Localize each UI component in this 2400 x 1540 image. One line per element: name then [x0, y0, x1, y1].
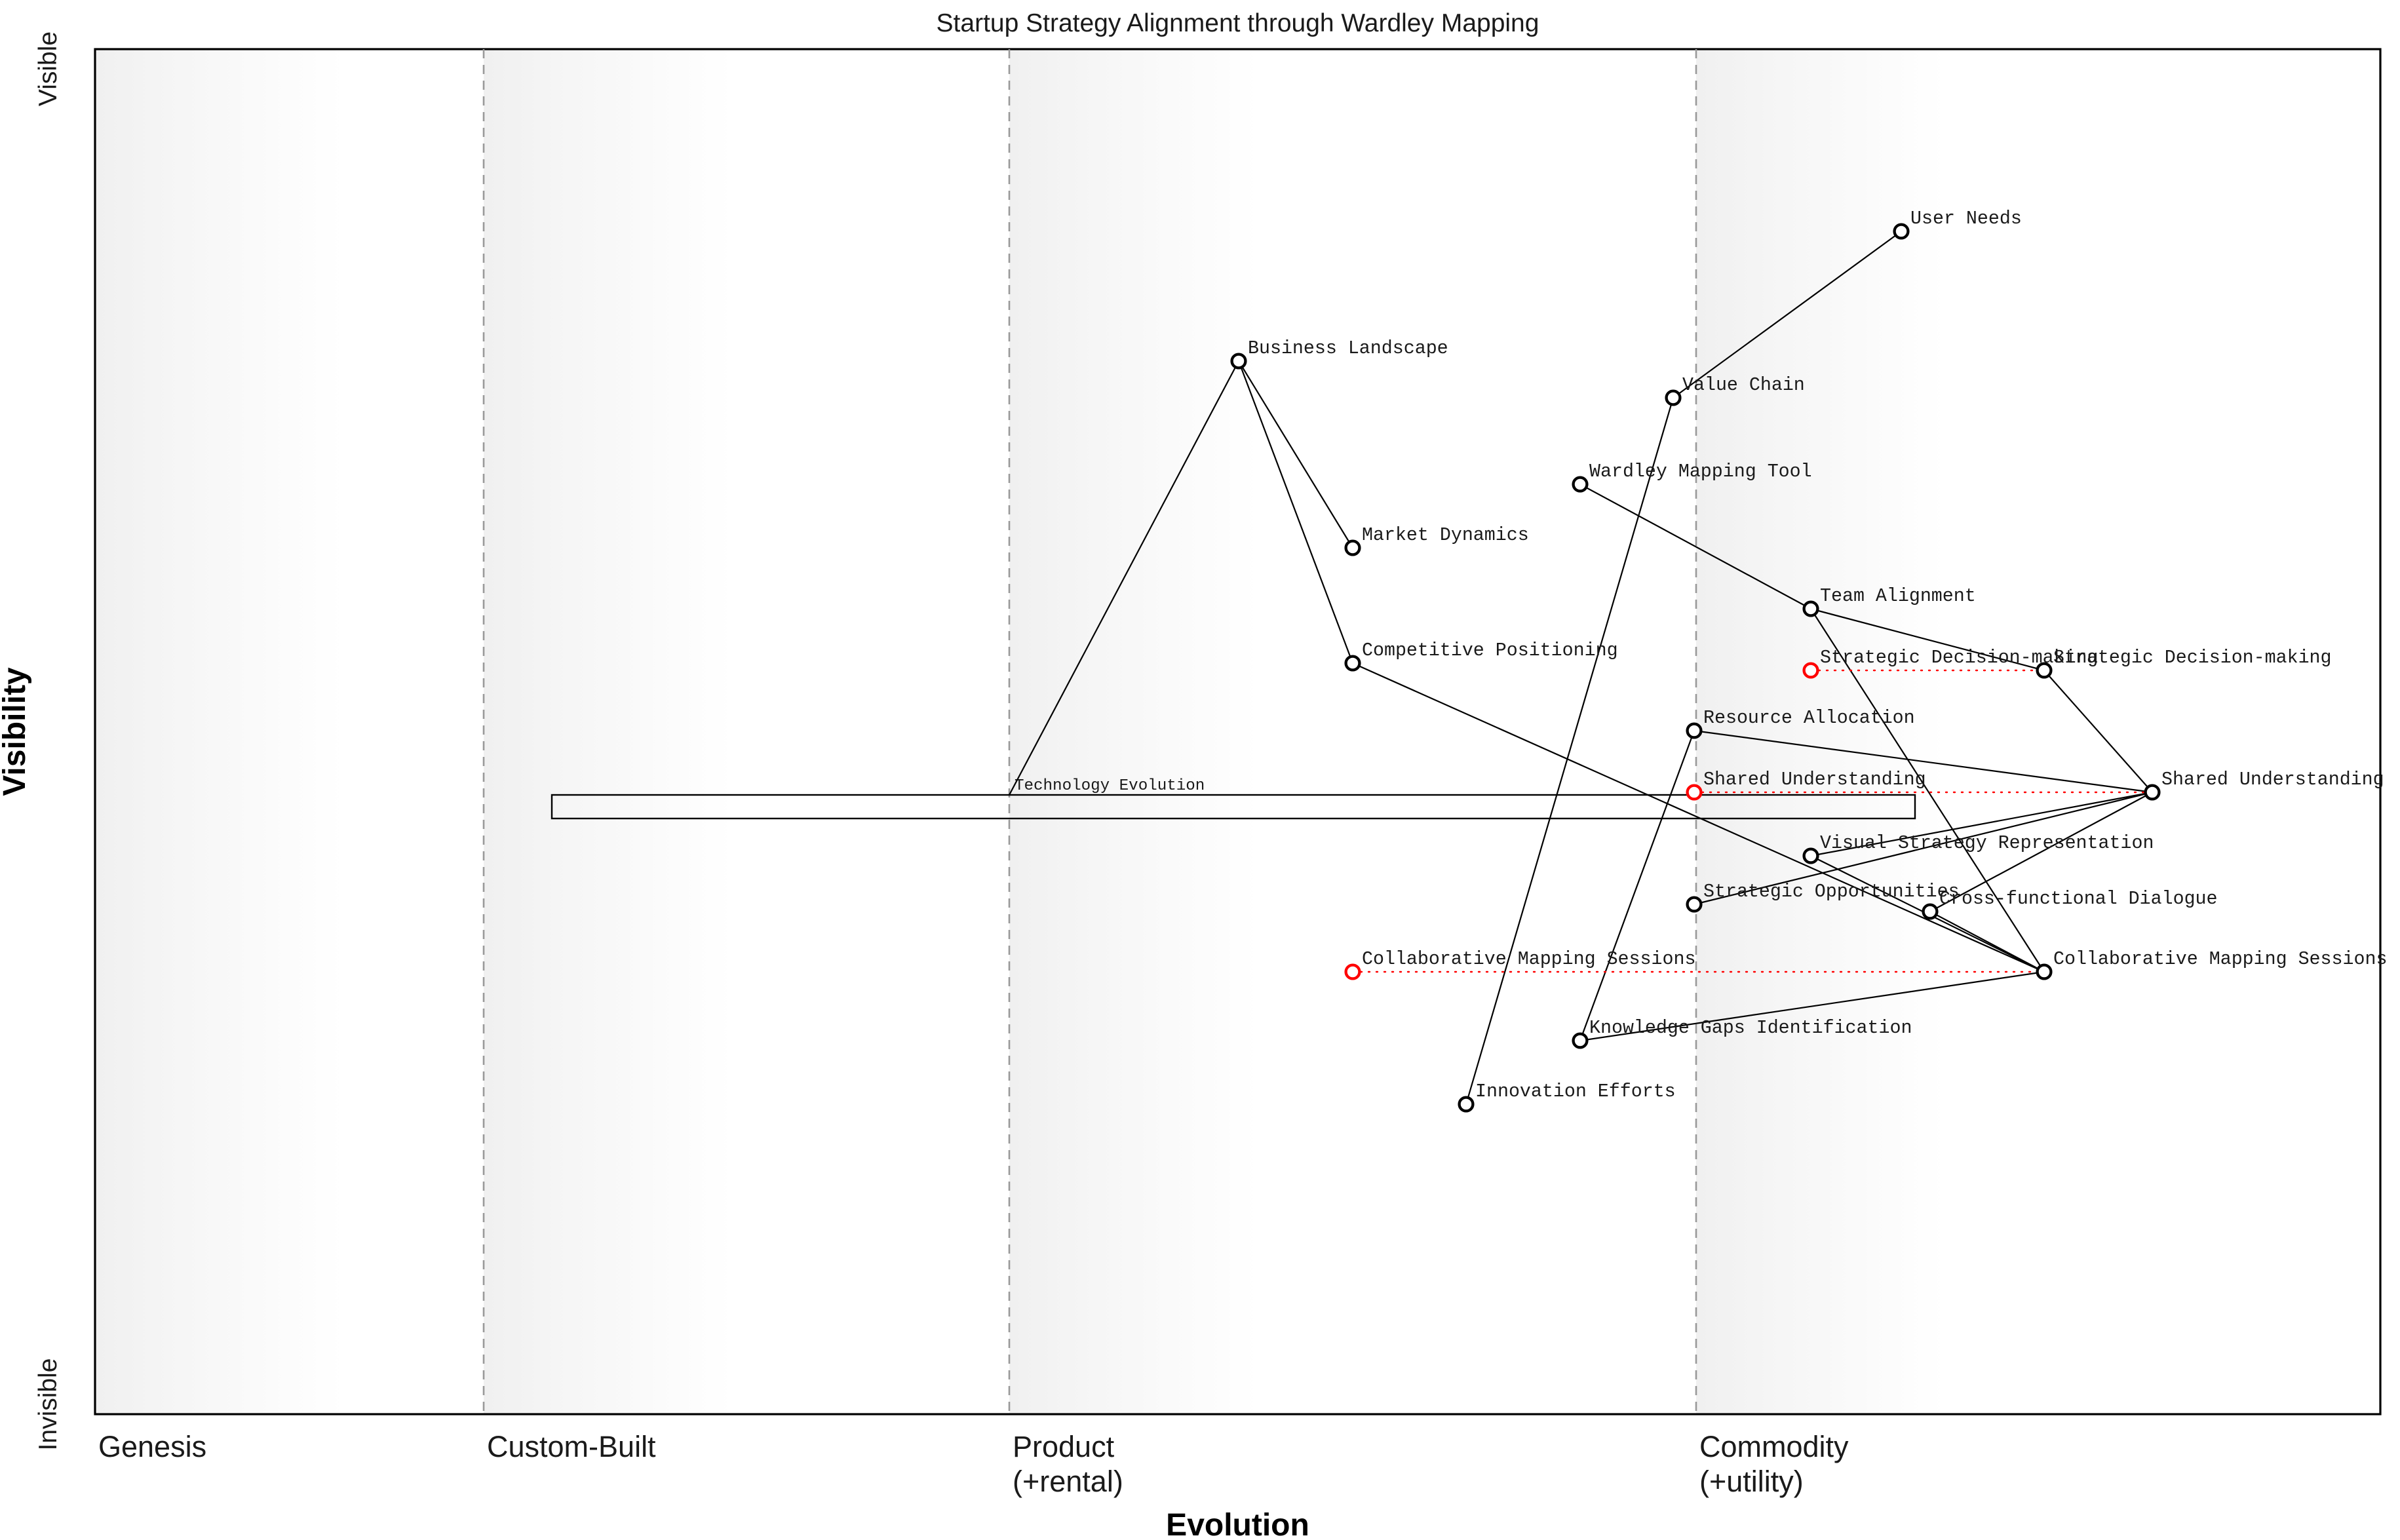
svg-text:Wardley Mapping Tool: Wardley Mapping Tool: [1589, 461, 1812, 482]
svg-text:Startup Strategy Alignment thr: Startup Strategy Alignment through Wardl…: [937, 9, 1539, 37]
svg-text:Business Landscape: Business Landscape: [1248, 338, 1448, 359]
svg-text:Knowledge Gaps Identification: Knowledge Gaps Identification: [1589, 1018, 1912, 1039]
svg-text:Custom-Built: Custom-Built: [487, 1430, 656, 1463]
svg-text:(+utility): (+utility): [1699, 1465, 1804, 1498]
svg-text:Technology Evolution: Technology Evolution: [1015, 777, 1205, 795]
svg-text:Competitive Positioning: Competitive Positioning: [1362, 640, 1618, 661]
svg-text:Shared Understanding: Shared Understanding: [1703, 769, 1926, 790]
svg-text:Shared Understanding: Shared Understanding: [2161, 769, 2384, 790]
svg-text:User Needs: User Needs: [1910, 208, 2022, 229]
svg-text:Commodity: Commodity: [1699, 1430, 1849, 1463]
svg-text:Resource Allocation: Resource Allocation: [1703, 708, 1915, 729]
svg-text:Visual Strategy Representation: Visual Strategy Representation: [1820, 833, 2154, 854]
svg-text:Innovation Efforts: Innovation Efforts: [1475, 1081, 1676, 1102]
svg-text:Genesis: Genesis: [98, 1430, 206, 1463]
svg-text:(+rental): (+rental): [1013, 1465, 1123, 1498]
svg-text:Collaborative Mapping Sessions: Collaborative Mapping Sessions: [1362, 949, 1695, 970]
svg-text:Cross-functional Dialogue: Cross-functional Dialogue: [1939, 889, 2218, 910]
svg-text:Market Dynamics: Market Dynamics: [1362, 525, 1529, 546]
svg-text:Value Chain: Value Chain: [1682, 375, 1805, 396]
svg-text:Invisible: Invisible: [34, 1358, 62, 1451]
svg-text:Product: Product: [1013, 1430, 1115, 1463]
svg-text:Strategic Opportunities: Strategic Opportunities: [1703, 881, 1960, 902]
svg-text:Collaborative Mapping Sessions: Collaborative Mapping Sessions: [2053, 949, 2387, 970]
svg-text:Visible: Visible: [34, 31, 62, 106]
svg-text:Team Alignment: Team Alignment: [1820, 586, 1976, 607]
svg-text:Visibility: Visibility: [0, 667, 32, 796]
svg-text:Strategic Decision-making: Strategic Decision-making: [2053, 647, 2332, 668]
svg-text:Evolution: Evolution: [1166, 1508, 1309, 1540]
